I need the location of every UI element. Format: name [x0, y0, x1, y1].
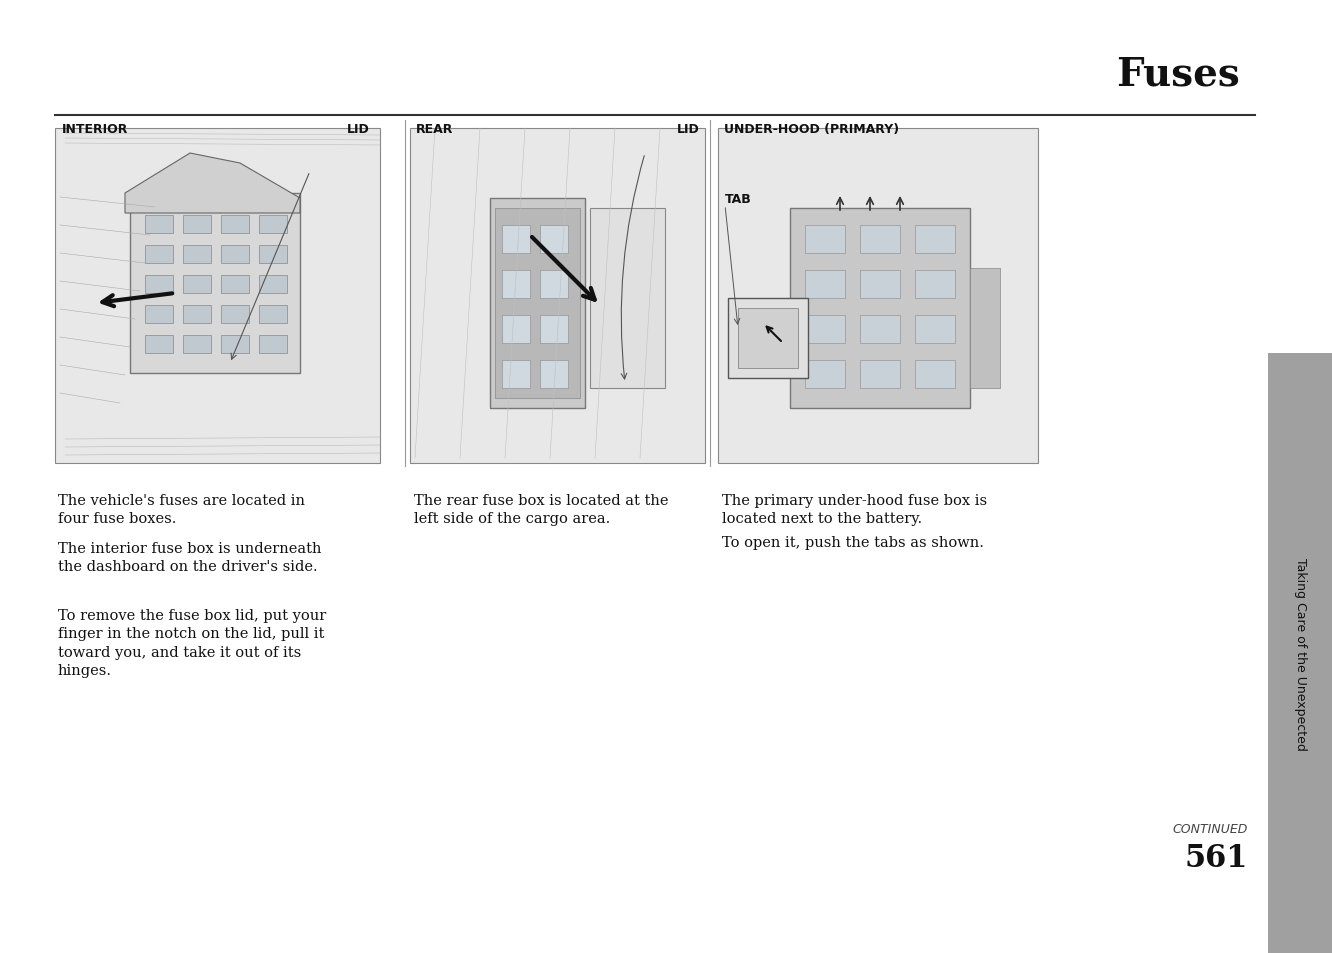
Bar — [145, 215, 173, 233]
Text: REAR: REAR — [416, 123, 453, 136]
Bar — [738, 309, 798, 369]
Bar — [502, 226, 530, 253]
Bar — [258, 246, 286, 264]
Text: UNDER-HOOD (PRIMARY): UNDER-HOOD (PRIMARY) — [725, 123, 899, 136]
Bar — [258, 306, 286, 324]
Bar — [502, 360, 530, 389]
Bar — [539, 315, 567, 344]
Bar — [539, 271, 567, 298]
Bar — [182, 335, 210, 354]
Bar — [790, 209, 970, 409]
Polygon shape — [125, 153, 300, 213]
Bar — [1268, 354, 1332, 953]
Bar — [970, 269, 1000, 389]
Text: The rear fuse box is located at the
left side of the cargo area.: The rear fuse box is located at the left… — [414, 494, 669, 526]
Bar — [145, 246, 173, 264]
Bar — [182, 306, 210, 324]
Bar — [55, 129, 380, 463]
Bar — [221, 335, 249, 354]
Bar — [860, 315, 900, 344]
Text: The vehicle's fuses are located in
four fuse boxes.: The vehicle's fuses are located in four … — [59, 494, 305, 526]
Text: 561: 561 — [1184, 842, 1248, 873]
Text: To remove the fuse box lid, put your
finger in the notch on the lid, pull it
tow: To remove the fuse box lid, put your fin… — [59, 608, 326, 678]
Bar — [221, 306, 249, 324]
Bar — [915, 360, 955, 389]
Bar — [258, 275, 286, 294]
Bar — [860, 360, 900, 389]
Bar — [718, 129, 1038, 463]
Bar — [258, 335, 286, 354]
Text: The primary under-hood fuse box is
located next to the battery.: The primary under-hood fuse box is locat… — [722, 494, 987, 526]
Bar — [221, 246, 249, 264]
Text: Taking Care of the Unexpected: Taking Care of the Unexpected — [1293, 557, 1307, 750]
Bar — [221, 275, 249, 294]
Bar — [805, 226, 844, 253]
Bar — [145, 335, 173, 354]
Bar — [145, 275, 173, 294]
Text: INTERIOR: INTERIOR — [63, 123, 128, 136]
Bar — [860, 271, 900, 298]
Text: CONTINUED: CONTINUED — [1172, 822, 1248, 835]
Bar — [258, 215, 286, 233]
Bar — [182, 275, 210, 294]
Text: The interior fuse box is underneath
the dashboard on the driver's side.: The interior fuse box is underneath the … — [59, 541, 321, 574]
Bar — [729, 298, 809, 378]
Bar — [590, 209, 665, 389]
Bar — [131, 193, 300, 374]
Bar — [539, 360, 567, 389]
Bar — [805, 315, 844, 344]
Text: TAB: TAB — [725, 193, 751, 206]
Text: To open it, push the tabs as shown.: To open it, push the tabs as shown. — [722, 536, 984, 550]
Text: LID: LID — [677, 123, 701, 136]
Bar — [915, 315, 955, 344]
Bar — [221, 215, 249, 233]
Bar — [805, 271, 844, 298]
Bar — [145, 306, 173, 324]
Bar — [182, 215, 210, 233]
Bar — [860, 226, 900, 253]
Text: Fuses: Fuses — [1116, 56, 1240, 94]
Text: LID: LID — [348, 123, 370, 136]
Bar — [410, 129, 705, 463]
Bar — [502, 271, 530, 298]
Bar — [496, 209, 579, 398]
Bar — [539, 226, 567, 253]
Bar — [502, 315, 530, 344]
Bar — [182, 246, 210, 264]
Bar — [490, 199, 585, 409]
Bar — [915, 226, 955, 253]
Bar — [805, 360, 844, 389]
Bar — [915, 271, 955, 298]
